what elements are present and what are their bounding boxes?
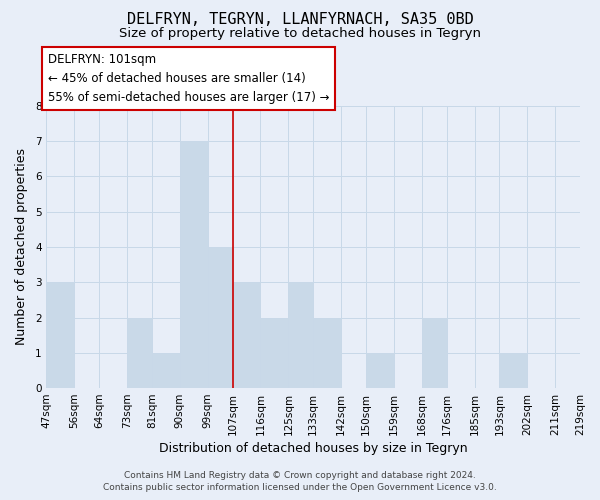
Bar	[46, 282, 74, 388]
Bar	[366, 353, 394, 388]
Text: Contains HM Land Registry data © Crown copyright and database right 2024.
Contai: Contains HM Land Registry data © Crown c…	[103, 471, 497, 492]
Bar	[313, 318, 341, 388]
Text: Size of property relative to detached houses in Tegryn: Size of property relative to detached ho…	[119, 28, 481, 40]
Bar	[180, 141, 208, 388]
Bar	[127, 318, 152, 388]
Bar	[260, 318, 289, 388]
Bar	[289, 282, 313, 388]
Text: DELFRYN, TEGRYN, LLANFYRNACH, SA35 0BD: DELFRYN, TEGRYN, LLANFYRNACH, SA35 0BD	[127, 12, 473, 28]
Bar	[233, 282, 260, 388]
Bar	[152, 353, 180, 388]
Bar	[208, 247, 233, 388]
Text: DELFRYN: 101sqm
← 45% of detached houses are smaller (14)
55% of semi-detached h: DELFRYN: 101sqm ← 45% of detached houses…	[48, 53, 329, 104]
X-axis label: Distribution of detached houses by size in Tegryn: Distribution of detached houses by size …	[159, 442, 467, 455]
Y-axis label: Number of detached properties: Number of detached properties	[15, 148, 28, 346]
Bar	[422, 318, 446, 388]
Bar	[499, 353, 527, 388]
